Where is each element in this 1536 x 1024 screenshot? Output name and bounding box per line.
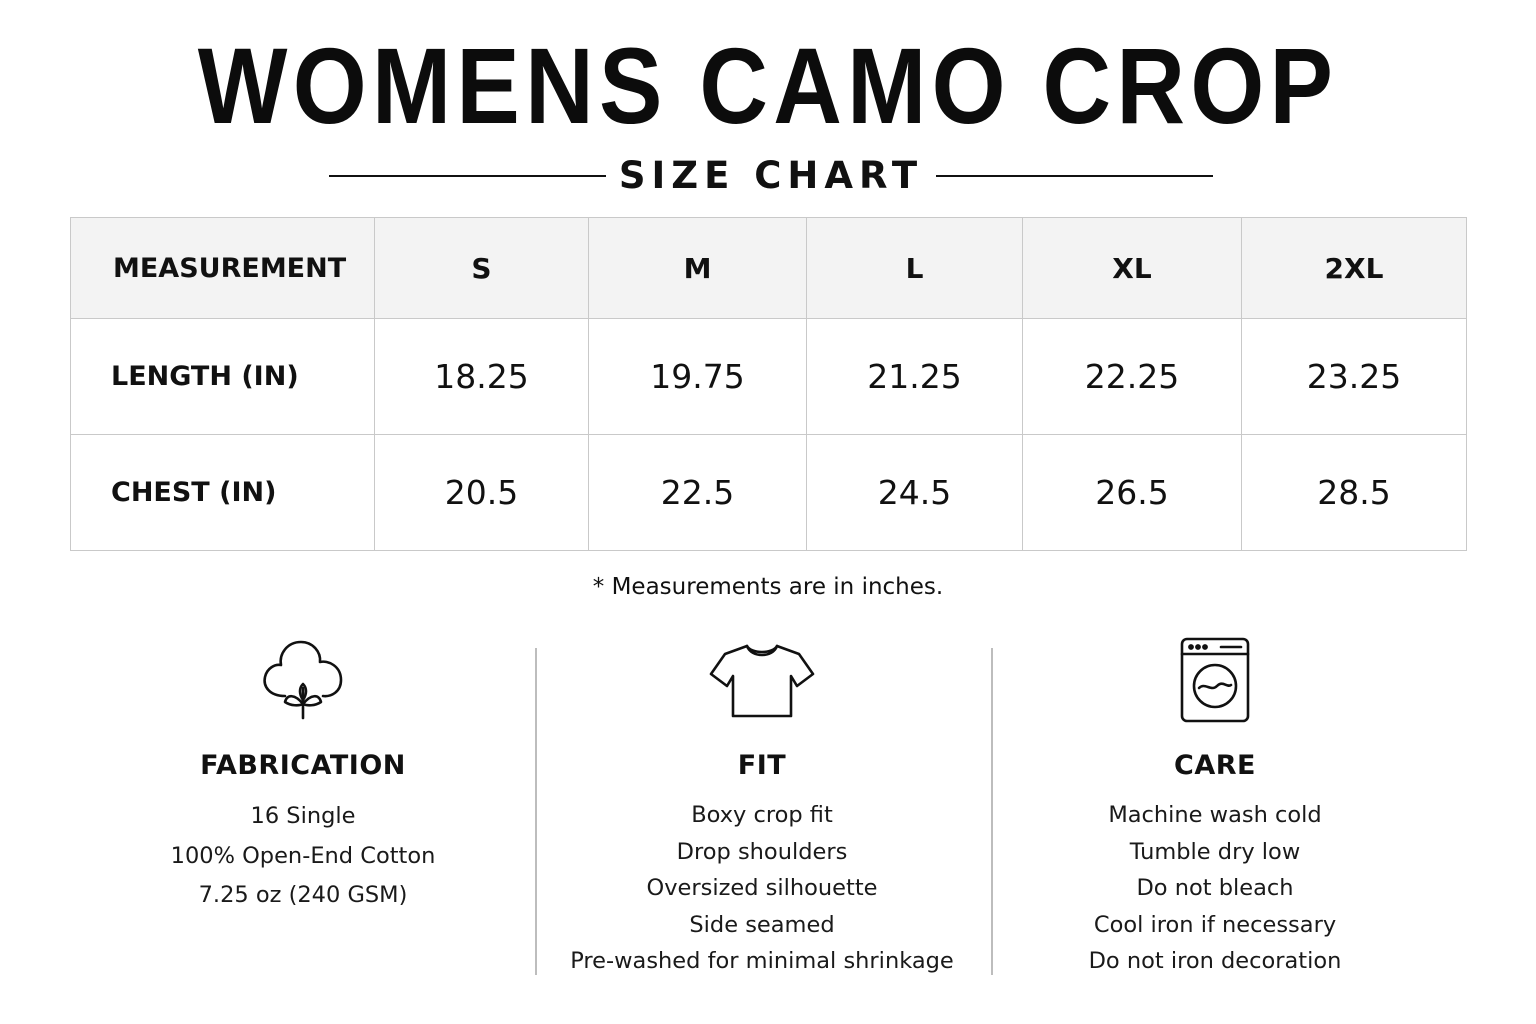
fit-heading: FIT <box>737 750 787 781</box>
list-item: Drop shoulders <box>676 838 848 865</box>
table-row-chest: CHEST (IN) 20.5 22.5 24.5 26.5 28.5 <box>70 434 1467 551</box>
table-cell: 22.5 <box>588 434 807 551</box>
column-header-measurement: MEASUREMENT <box>70 217 375 319</box>
table-cell: 24.5 <box>806 434 1023 551</box>
size-table: MEASUREMENT S M L XL 2XL LENGTH (IN) 18.… <box>70 217 1467 551</box>
measurement-note: * Measurements are in inches. <box>592 574 944 600</box>
column-header-l: L <box>806 217 1023 319</box>
table-cell: 21.25 <box>806 318 1023 435</box>
list-item: 16 Single <box>250 803 356 829</box>
section-divider <box>991 648 993 975</box>
table-cell: 23.25 <box>1241 318 1467 435</box>
fabrication-list: 16 Single 100% Open-End Cotton 7.25 oz (… <box>73 797 533 916</box>
table-cell: 19.75 <box>588 318 807 435</box>
list-item: Pre-washed for minimal shrinkage <box>570 948 954 974</box>
subtitle-rule-right <box>936 175 1213 177</box>
row-label-length: LENGTH (IN) <box>70 318 375 435</box>
table-cell: 26.5 <box>1022 434 1242 551</box>
table-cell: 28.5 <box>1241 434 1467 551</box>
list-item: Boxy crop fit <box>691 802 833 828</box>
row-label-chest: CHEST (IN) <box>70 434 375 551</box>
list-item: 7.25 oz (240 GSM) <box>198 882 408 908</box>
page-title: WOMENS CAMO CROP <box>197 25 1339 146</box>
fit-list: Boxy crop fit Drop shoulders Oversized s… <box>532 797 992 980</box>
list-item: Do not bleach <box>1136 875 1294 901</box>
list-item: Machine wash cold <box>1108 802 1322 828</box>
section-divider <box>535 648 537 975</box>
fit-section: FIT Boxy crop fit Drop shoulders Oversiz… <box>532 630 992 980</box>
table-cell: 22.25 <box>1022 318 1242 435</box>
subtitle-rule-left <box>329 175 606 177</box>
column-header-m: M <box>588 217 807 319</box>
table-row-length: LENGTH (IN) 18.25 19.75 21.25 22.25 23.2… <box>70 318 1467 435</box>
care-list: Machine wash cold Tumble dry low Do not … <box>985 797 1445 980</box>
column-header-s: S <box>374 217 589 319</box>
list-item: Oversized silhouette <box>646 875 878 901</box>
fabrication-section: FABRICATION 16 Single 100% Open-End Cott… <box>73 630 533 916</box>
subtitle-row: SIZE CHART <box>0 152 1536 200</box>
list-item: Tumble dry low <box>1129 838 1301 865</box>
tshirt-icon <box>709 644 815 718</box>
washing-machine-icon <box>1180 637 1250 723</box>
column-header-2xl: 2XL <box>1241 217 1467 319</box>
list-item: Cool iron if necessary <box>1093 911 1337 938</box>
subtitle: SIZE CHART <box>618 154 924 197</box>
list-item: Side seamed <box>689 911 835 938</box>
care-section: CARE Machine wash cold Tumble dry low Do… <box>985 630 1445 980</box>
cotton-icon <box>263 640 343 720</box>
list-item: Do not iron decoration <box>1088 948 1342 974</box>
list-item: 100% Open-End Cotton <box>170 842 436 869</box>
table-cell: 18.25 <box>374 318 589 435</box>
care-heading: CARE <box>1174 750 1256 781</box>
table-header-row: MEASUREMENT S M L XL 2XL <box>70 217 1467 319</box>
fabrication-heading: FABRICATION <box>200 750 406 781</box>
column-header-xl: XL <box>1022 217 1242 319</box>
table-cell: 20.5 <box>374 434 589 551</box>
